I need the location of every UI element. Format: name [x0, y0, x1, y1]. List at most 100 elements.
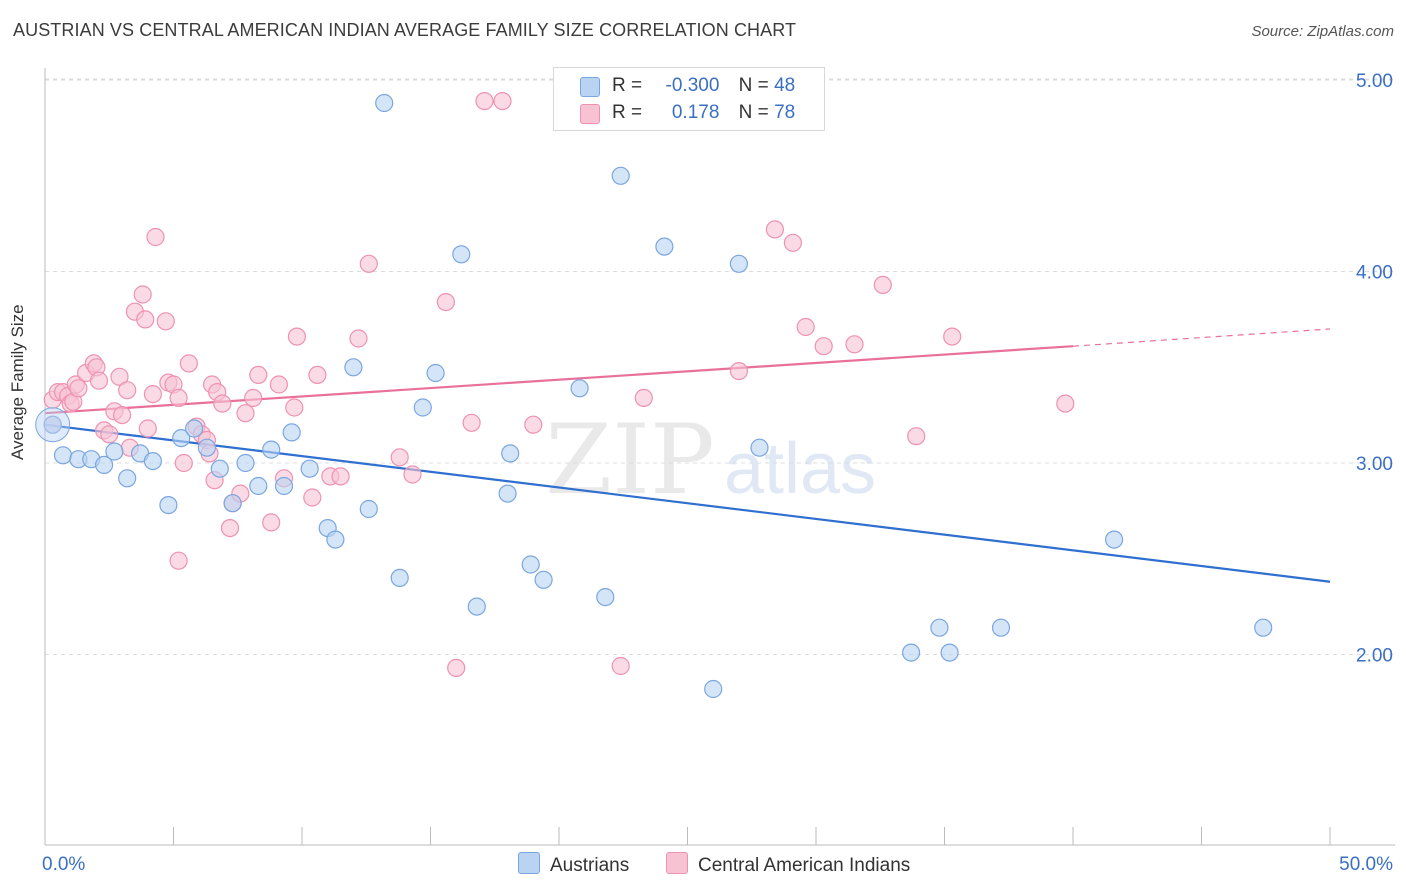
- point-cai: [169, 551, 188, 570]
- point-austrians: [1104, 530, 1124, 549]
- point-austrians: [452, 245, 471, 264]
- legend-n-label: N =: [738, 75, 769, 96]
- point-cai: [89, 371, 109, 390]
- trend-line-cai-extension: [1072, 328, 1331, 347]
- point-austrians: [901, 643, 921, 662]
- y-tick-label: 3.00: [1356, 454, 1393, 475]
- point-cai: [814, 337, 833, 356]
- point-cai: [133, 285, 152, 304]
- chart-title: AUSTRIAN VS CENTRAL AMERICAN INDIAN AVER…: [13, 20, 797, 40]
- bottom-legend-cai: Central American Indians: [666, 852, 910, 877]
- point-cai: [729, 362, 749, 381]
- point-austrians: [43, 415, 62, 434]
- point-austrians: [118, 469, 137, 488]
- y-tick-label: 4.00: [1356, 263, 1393, 284]
- point-cai: [331, 467, 350, 486]
- point-austrians: [274, 476, 294, 496]
- grid: [45, 78, 1395, 655]
- point-cai: [524, 415, 543, 434]
- point-austrians: [344, 358, 363, 377]
- point-cai: [403, 465, 422, 484]
- point-austrians: [940, 643, 959, 662]
- legend-r-label: R =: [612, 102, 643, 123]
- point-cai: [447, 658, 466, 678]
- point-cai: [244, 388, 263, 407]
- point-cai: [220, 518, 240, 538]
- point-cai: [213, 394, 232, 413]
- point-austrians: [991, 618, 1011, 637]
- point-austrians: [105, 442, 124, 461]
- point-cai: [236, 404, 255, 423]
- point-austrians: [172, 429, 191, 448]
- y-tick-label: 2.00: [1356, 646, 1393, 667]
- point-cai: [169, 388, 188, 407]
- point-cai: [308, 365, 327, 384]
- point-austrians: [262, 440, 281, 459]
- point-austrians: [729, 254, 749, 273]
- y-tick-label: 5.00: [1356, 71, 1393, 92]
- point-cai: [156, 312, 175, 331]
- point-cai: [873, 275, 892, 294]
- point-cai: [285, 398, 304, 417]
- point-austrians: [534, 570, 553, 589]
- point-cai: [475, 91, 494, 111]
- legend-swatch-cai: [580, 104, 600, 124]
- point-austrians: [930, 618, 949, 637]
- point-austrians: [413, 398, 432, 417]
- point-cai: [390, 448, 409, 467]
- watermark-atlas: atlas: [724, 429, 876, 509]
- point-cai: [462, 413, 481, 432]
- point-cai: [249, 365, 268, 384]
- point-austrians: [704, 679, 723, 699]
- point-cai: [269, 375, 288, 394]
- x-tick-label-min: 0.0%: [42, 854, 85, 875]
- bottom-legend-swatch-austrians: [518, 852, 540, 874]
- point-austrians: [94, 455, 114, 474]
- point-cai: [611, 656, 630, 676]
- point-cai: [146, 227, 165, 247]
- point-austrians: [375, 93, 394, 113]
- point-cai: [138, 419, 157, 438]
- legend-n-label: N =: [738, 102, 769, 123]
- point-austrians: [249, 476, 268, 496]
- point-austrians: [655, 237, 674, 256]
- axes: [44, 68, 1395, 846]
- point-cai: [118, 381, 137, 400]
- point-austrians: [197, 438, 216, 457]
- point-cai: [136, 310, 155, 329]
- point-cai: [287, 327, 306, 346]
- point-austrians: [521, 555, 540, 574]
- point-austrians: [185, 419, 204, 438]
- point-austrians: [467, 597, 486, 616]
- point-austrians: [159, 496, 178, 515]
- y-axis-label: Average Family Size: [8, 304, 27, 460]
- bottom-legend-label-cai: Central American Indians: [698, 855, 911, 876]
- point-austrians: [210, 459, 229, 478]
- point-cai: [765, 220, 785, 239]
- point-cai: [110, 367, 129, 386]
- x-tick-label-max: 50.0%: [1339, 854, 1393, 875]
- data-points: [35, 91, 1273, 699]
- point-cai: [493, 91, 512, 111]
- point-cai: [69, 379, 88, 398]
- watermark: ZIP atlas: [545, 404, 876, 516]
- point-cai: [179, 354, 198, 373]
- tick-labels: 2.00 3.00 4.00 5.00 0.0% 50.0%: [42, 71, 1393, 875]
- legend-swatch-austrians: [580, 77, 600, 97]
- point-austrians-large: [35, 407, 71, 443]
- point-cai: [796, 317, 815, 337]
- legend-r-austrians: -0.300: [665, 75, 720, 96]
- point-austrians: [501, 444, 520, 463]
- point-austrians: [426, 363, 445, 383]
- legend-r-cai: 0.178: [671, 102, 720, 123]
- point-cai: [143, 385, 162, 404]
- point-austrians: [236, 453, 255, 473]
- point-austrians: [570, 379, 589, 398]
- point-cai: [907, 427, 926, 446]
- point-cai: [845, 335, 864, 354]
- point-austrians: [498, 484, 517, 503]
- point-austrians: [143, 452, 162, 471]
- point-austrians: [1254, 618, 1273, 637]
- chart-source: Source: ZipAtlas.com: [1251, 23, 1394, 40]
